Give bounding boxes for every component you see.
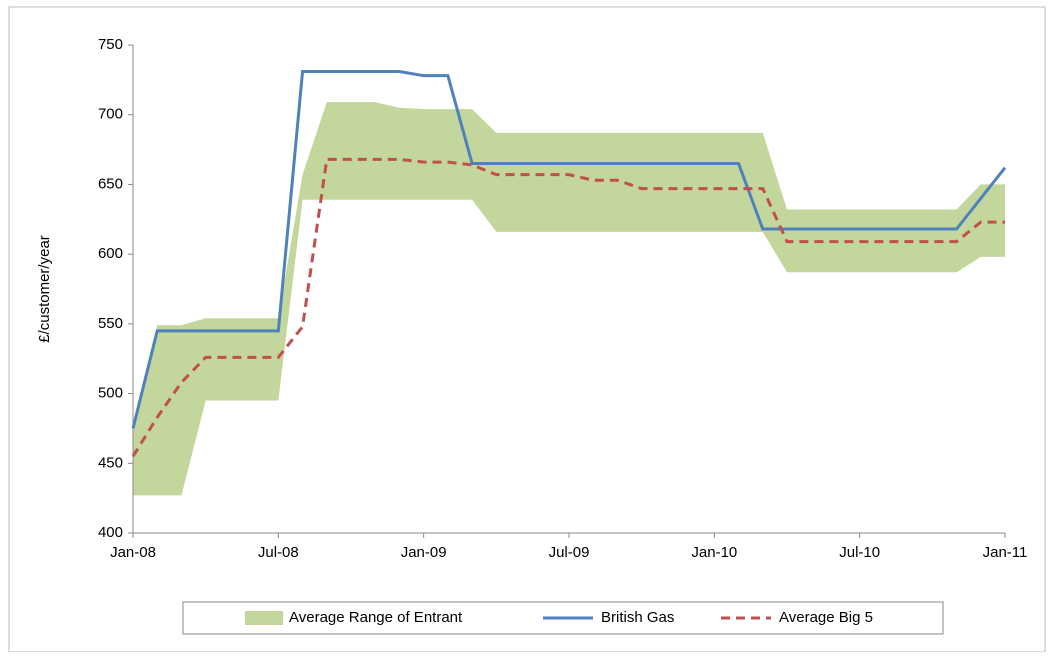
x-tick-label: Jan-09 [401, 544, 447, 561]
line-series [131, 157, 1005, 458]
x-tick-label: Jul-08 [258, 544, 299, 561]
y-tick-label: 700 [98, 106, 123, 123]
y-tick-label: 450 [98, 454, 123, 471]
legend-label: Average Big 5 [779, 609, 873, 626]
x-tick-label: Jul-09 [549, 544, 590, 561]
x-tick-label: Jan-11 [983, 544, 1028, 561]
y-tick-label: 500 [98, 385, 123, 402]
range-band [133, 102, 1005, 496]
legend-swatch [245, 611, 283, 625]
y-tick-label: 750 [98, 36, 123, 53]
y-tick-label: 650 [98, 175, 123, 192]
y-axis-title: £/customer/year [36, 235, 53, 343]
line-series [131, 69, 1007, 429]
x-tick-label: Jan-10 [691, 544, 737, 561]
x-tick-label: Jan-08 [110, 544, 156, 561]
y-tick-label: 550 [98, 315, 123, 332]
x-tick-label: Jul-10 [839, 544, 880, 561]
y-tick-label: 400 [98, 524, 123, 541]
legend-label: Average Range of Entrant [289, 609, 463, 626]
legend-label: British Gas [601, 609, 674, 626]
y-tick-label: 600 [98, 245, 123, 262]
